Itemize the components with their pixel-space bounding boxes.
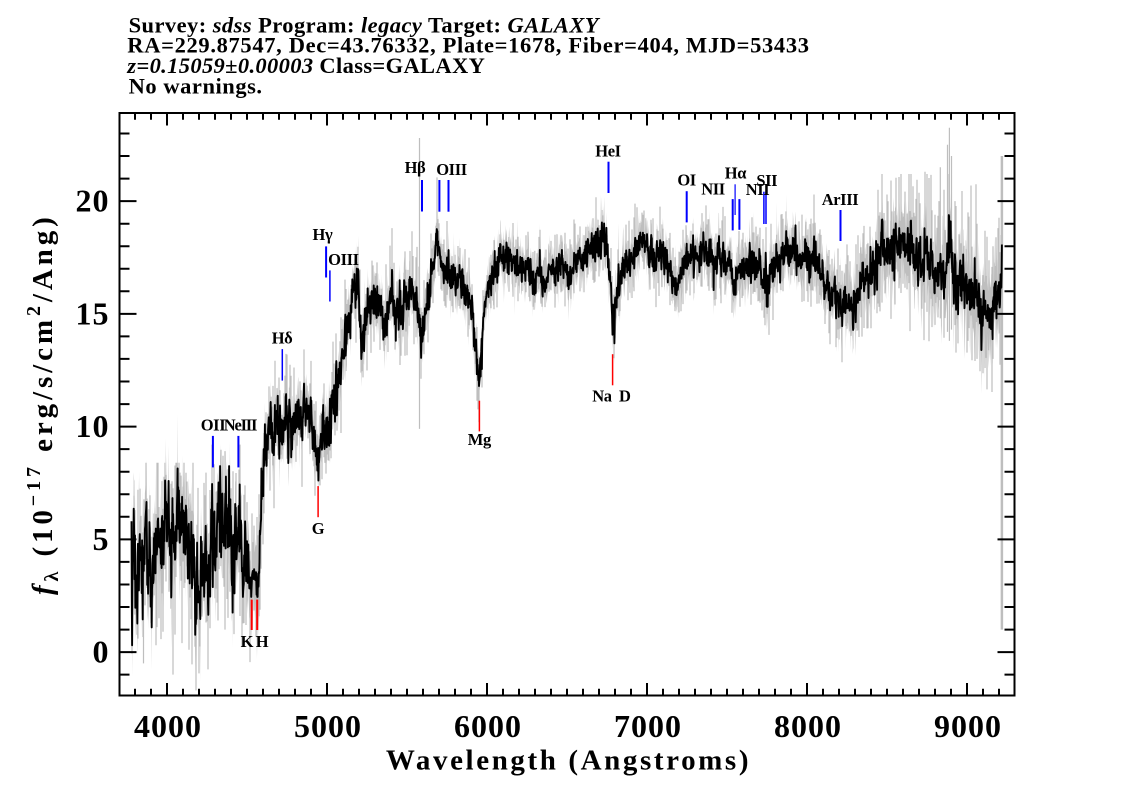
svg-text:OI: OI	[677, 170, 695, 189]
svg-text:9000: 9000	[934, 708, 1002, 744]
svg-text:NII: NII	[746, 180, 770, 199]
svg-text:z=0.15059±0.00003 Class=GALAXY: z=0.15059±0.00003 Class=GALAXY	[126, 53, 485, 78]
svg-text:OIII: OIII	[328, 250, 359, 269]
svg-text:0: 0	[93, 634, 110, 670]
svg-text:Wavelength (Angstroms): Wavelength (Angstroms)	[386, 744, 751, 776]
svg-text:NII: NII	[701, 179, 725, 198]
svg-text:G: G	[312, 519, 325, 538]
svg-text:SII: SII	[756, 171, 777, 190]
svg-text:8000: 8000	[774, 708, 842, 744]
svg-text:OII: OII	[201, 416, 225, 435]
svg-text:RA=229.87547, Dec=43.76332, Pl: RA=229.87547, Dec=43.76332, Plate=1678, …	[127, 33, 809, 58]
svg-text:Hα: Hα	[725, 164, 747, 183]
svg-text:7000: 7000	[614, 708, 682, 744]
svg-text:Survey: sdss Program: legacy T: Survey: sdss Program: legacy Target: GAL…	[129, 12, 601, 37]
svg-text:K: K	[241, 632, 254, 651]
svg-text:6000: 6000	[454, 708, 522, 744]
svg-text:Hδ: Hδ	[272, 329, 293, 348]
svg-text:20: 20	[76, 183, 110, 219]
svg-text:4000: 4000	[134, 708, 202, 744]
svg-text:OIII: OIII	[436, 160, 467, 179]
svg-text:15: 15	[76, 296, 110, 332]
svg-text:Hγ: Hγ	[313, 225, 333, 244]
svg-text:fλ (10−17 erg/s/cm2/Ang): fλ (10−17 erg/s/cm2/Ang)	[23, 213, 63, 595]
svg-text:No warnings.: No warnings.	[129, 74, 263, 99]
svg-text:Hβ: Hβ	[405, 158, 426, 177]
svg-text:5: 5	[93, 521, 110, 557]
svg-text:10: 10	[76, 408, 110, 444]
svg-text:5000: 5000	[294, 708, 362, 744]
svg-text:HeI: HeI	[595, 142, 620, 161]
svg-text:H: H	[256, 632, 269, 651]
svg-text:Mg: Mg	[468, 430, 492, 449]
svg-text:Na D: Na D	[592, 387, 631, 406]
svg-text:NeIII: NeIII	[224, 416, 257, 435]
svg-text:ArIII: ArIII	[822, 190, 859, 209]
